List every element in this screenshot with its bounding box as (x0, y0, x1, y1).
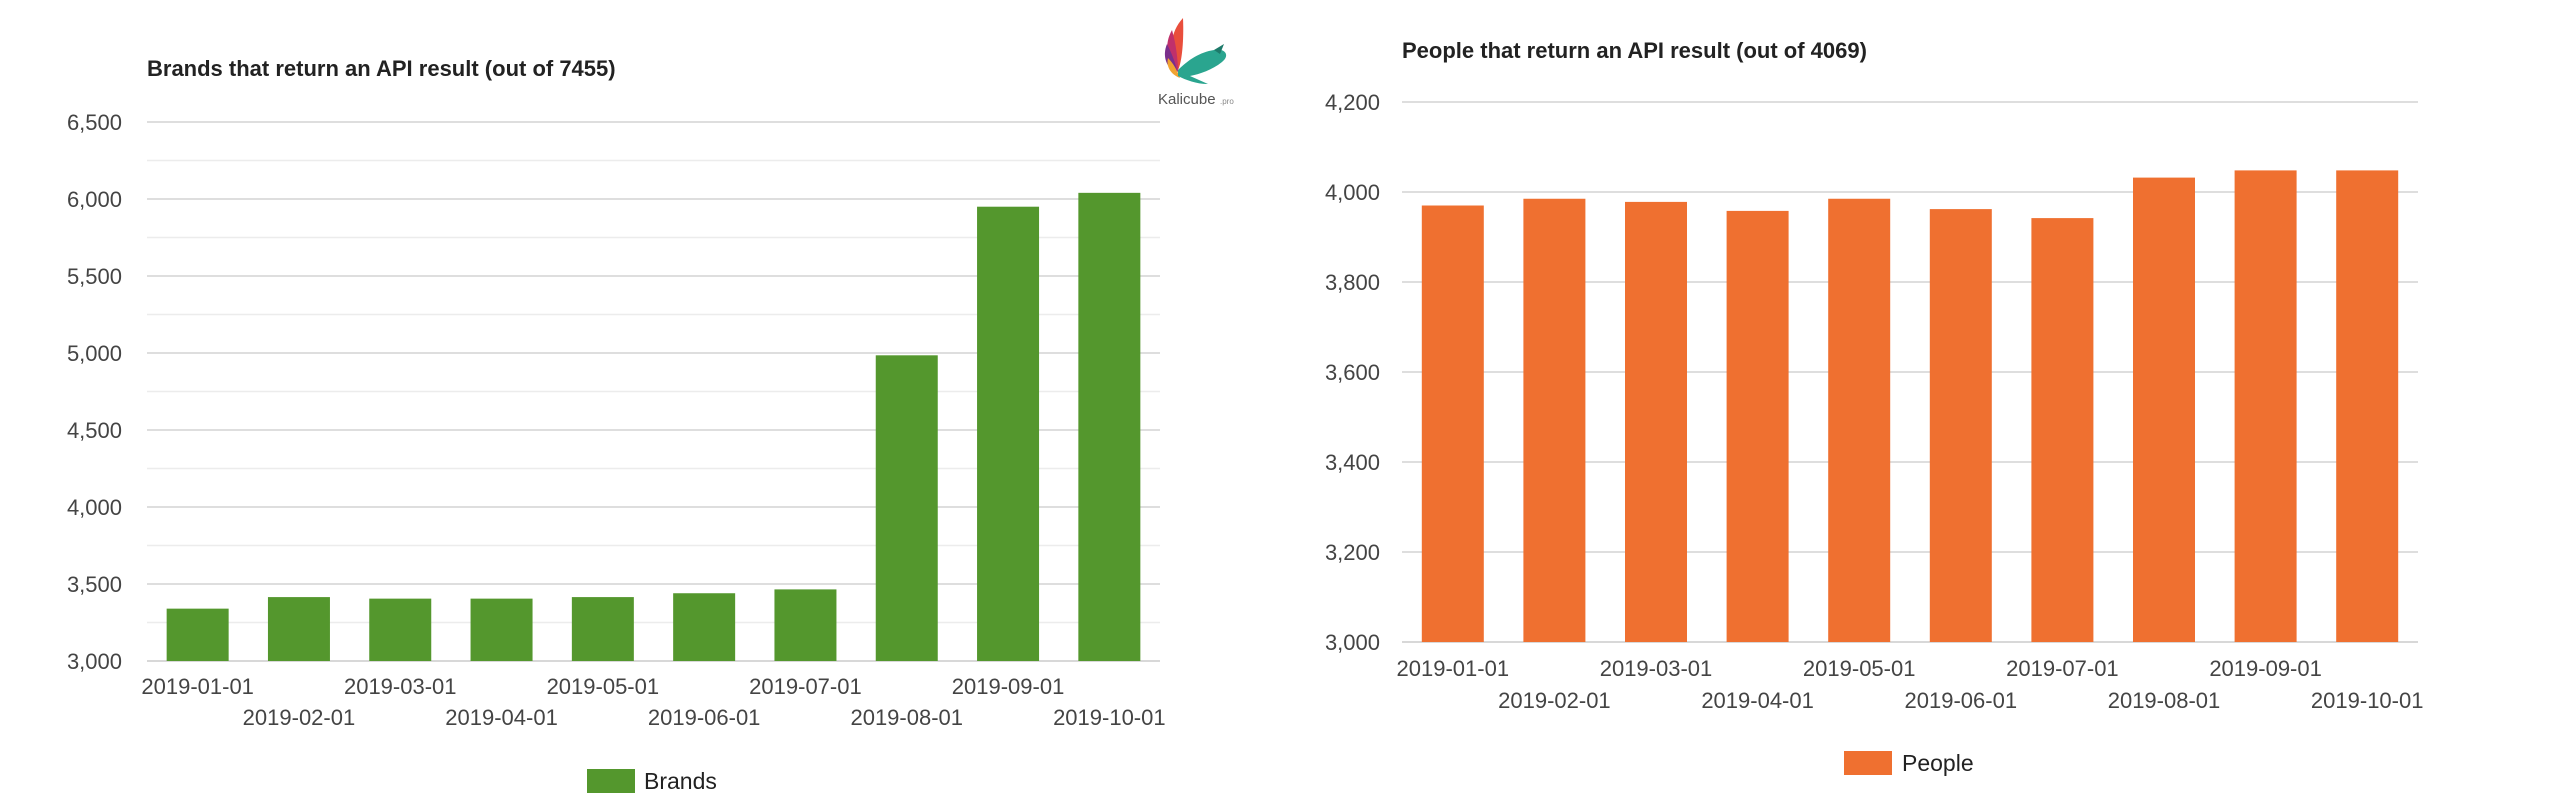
people-bar[interactable] (2031, 218, 2094, 642)
brands-x-tick-label: 2019-07-01 (749, 674, 862, 699)
people-x-tick-label: 2019-07-01 (2006, 656, 2119, 681)
brands-legend-swatch (587, 769, 635, 793)
people-y-tick-label: 3,600 (1325, 360, 1380, 385)
people-bar[interactable] (1421, 205, 1484, 643)
people-x-tick-label: 2019-10-01 (2311, 688, 2424, 713)
brands-bar[interactable] (977, 206, 1040, 661)
people-bar[interactable] (2133, 177, 2195, 642)
people-x-tick-label: 2019-02-01 (1498, 688, 1611, 713)
brands-y-axis: 3,000 3,500 4,000 4,500 5,000 5,500 6,000 6,500 (67, 110, 122, 674)
brands-bars (166, 192, 1141, 661)
brands-bar[interactable] (369, 598, 432, 661)
kalicube-logo: Kalicube .pro (1158, 18, 1234, 108)
people-bar[interactable] (1726, 210, 1789, 642)
brands-bar[interactable] (267, 597, 330, 661)
people-x-axis: 2019-01-01 2019-02-01 2019-03-01 2019-04-01… (1397, 656, 2424, 713)
brands-x-tick-label: 2019-09-01 (952, 674, 1065, 699)
brands-bar[interactable] (673, 593, 736, 661)
people-x-tick-label: 2019-08-01 (2108, 688, 2221, 713)
brands-y-tick-label: 4,500 (67, 418, 122, 443)
brands-y-tick-label: 6,500 (67, 110, 122, 135)
logo-suffix: .pro (1220, 97, 1234, 106)
brands-x-tick-label: 2019-10-01 (1053, 705, 1166, 730)
people-chart-title: People that return an API result (out of… (1402, 38, 1867, 63)
brands-x-tick-label: 2019-08-01 (850, 705, 963, 730)
people-legend-swatch (1844, 751, 1892, 775)
brands-x-tick-label: 2019-05-01 (547, 674, 660, 699)
people-x-tick-label: 2019-09-01 (2209, 656, 2322, 681)
brands-legend[interactable]: Brands (587, 768, 717, 794)
brands-bar[interactable] (571, 597, 634, 661)
brands-y-tick-label: 5,000 (67, 341, 122, 366)
brands-bar[interactable] (166, 608, 229, 661)
brands-bar[interactable] (774, 589, 837, 661)
brands-chart: Brands that return an API result (out of… (67, 56, 1166, 794)
people-bar[interactable] (1828, 198, 1891, 642)
brands-bar[interactable] (1078, 192, 1141, 661)
brands-x-axis: 2019-01-01 2019-02-01 2019-03-01 2019-04-01… (141, 674, 1165, 730)
people-y-tick-label: 3,400 (1325, 450, 1380, 475)
people-x-tick-label: 2019-03-01 (1600, 656, 1713, 681)
people-bar[interactable] (2234, 170, 2297, 642)
brands-x-tick-label: 2019-02-01 (243, 705, 356, 730)
people-y-tick-label: 3,800 (1325, 270, 1380, 295)
people-legend-label: People (1902, 750, 1974, 776)
people-x-tick-label: 2019-06-01 (1905, 688, 2018, 713)
people-bar[interactable] (1929, 209, 1992, 642)
brands-bar[interactable] (875, 355, 938, 661)
people-y-tick-label: 4,200 (1325, 90, 1380, 115)
brands-x-tick-label: 2019-03-01 (344, 674, 457, 699)
brands-legend-label: Brands (644, 768, 717, 794)
people-bar[interactable] (2336, 170, 2399, 642)
brands-y-tick-label: 4,000 (67, 495, 122, 520)
people-bars (1421, 170, 2399, 643)
people-y-tick-label: 3,200 (1325, 540, 1380, 565)
logo-wordmark: Kalicube (1158, 91, 1216, 108)
brands-x-tick-label: 2019-04-01 (445, 705, 558, 730)
people-x-tick-label: 2019-05-01 (1803, 656, 1916, 681)
people-bar[interactable] (1523, 198, 1586, 642)
brands-y-tick-label: 5,500 (67, 264, 122, 289)
brands-y-tick-label: 3,000 (67, 649, 122, 674)
people-bar[interactable] (1625, 201, 1687, 642)
brands-bar[interactable] (470, 598, 533, 661)
brands-chart-title: Brands that return an API result (out of… (147, 56, 616, 81)
people-y-axis: 3,000 3,200 3,400 3,600 3,800 4,000 4,200 (1325, 90, 1380, 655)
people-x-tick-label: 2019-04-01 (1701, 688, 1814, 713)
brands-y-tick-label: 3,500 (67, 572, 122, 597)
people-legend[interactable]: People (1844, 750, 1974, 776)
brands-x-tick-label: 2019-06-01 (648, 705, 761, 730)
bird-logo-icon (1164, 18, 1227, 84)
people-y-tick-label: 3,000 (1325, 630, 1380, 655)
brands-y-tick-label: 6,000 (67, 187, 122, 212)
people-x-tick-label: 2019-01-01 (1397, 656, 1510, 681)
people-chart: People that return an API result (out of… (1325, 38, 2424, 776)
brands-x-tick-label: 2019-01-01 (141, 674, 254, 699)
people-y-tick-label: 4,000 (1325, 180, 1380, 205)
